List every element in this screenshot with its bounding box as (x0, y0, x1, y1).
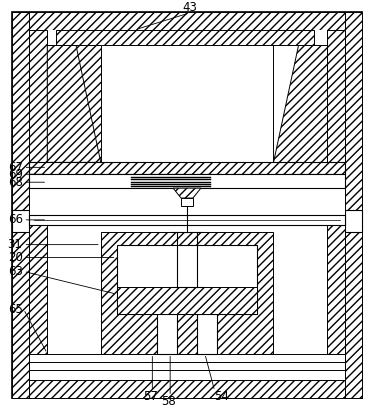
Text: 20: 20 (7, 251, 22, 264)
Text: 63: 63 (7, 265, 22, 278)
Bar (30, 225, 47, 354)
Text: 43: 43 (183, 1, 197, 14)
Bar (12, 12, 362, 29)
Text: 54: 54 (214, 390, 229, 403)
Bar (30, 215, 344, 225)
Bar (157, 314, 177, 354)
Text: 57: 57 (143, 390, 158, 403)
Bar (101, 45, 273, 162)
Bar (117, 287, 257, 314)
Text: 68: 68 (7, 176, 22, 189)
Polygon shape (273, 45, 327, 162)
Bar (344, 210, 362, 232)
Bar (12, 210, 30, 232)
Polygon shape (47, 45, 101, 162)
Bar (101, 45, 273, 162)
Bar (117, 245, 257, 314)
Bar (30, 29, 47, 180)
Text: 65: 65 (7, 303, 22, 315)
Bar (327, 225, 344, 354)
Bar (12, 12, 30, 398)
Text: 69: 69 (7, 168, 23, 181)
Text: 67: 67 (7, 161, 23, 174)
Polygon shape (47, 45, 101, 162)
Bar (30, 174, 344, 188)
Bar (30, 162, 344, 174)
Bar (56, 29, 314, 45)
Bar (30, 188, 344, 215)
Text: 66: 66 (7, 213, 23, 226)
Text: 31: 31 (7, 238, 22, 251)
Bar (181, 198, 193, 206)
Text: 58: 58 (161, 395, 175, 408)
Bar (30, 29, 344, 380)
Bar (47, 29, 327, 74)
Bar (197, 314, 217, 354)
Bar (30, 225, 344, 371)
Bar (344, 12, 362, 398)
Bar (327, 29, 344, 180)
Polygon shape (173, 188, 201, 198)
Bar (101, 232, 273, 354)
Bar (30, 354, 344, 362)
Bar (12, 380, 362, 398)
